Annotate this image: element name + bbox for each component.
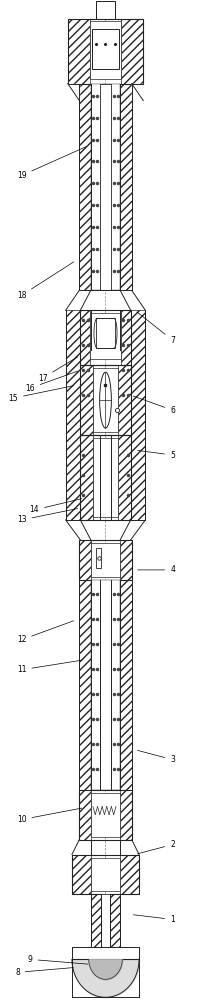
Bar xyxy=(80,310,131,365)
Text: 2: 2 xyxy=(138,840,175,854)
Text: 16: 16 xyxy=(25,371,78,393)
Bar xyxy=(91,793,120,837)
Bar xyxy=(91,858,120,891)
Bar xyxy=(68,19,143,84)
Bar xyxy=(72,855,91,894)
Bar xyxy=(120,947,139,969)
Bar xyxy=(90,313,121,359)
Text: 17: 17 xyxy=(38,357,78,383)
Bar xyxy=(79,540,91,580)
Bar xyxy=(120,855,139,894)
Bar xyxy=(118,435,131,520)
Bar xyxy=(72,855,139,894)
Text: 1: 1 xyxy=(133,915,175,924)
Text: 13: 13 xyxy=(17,509,78,524)
Text: 10: 10 xyxy=(17,808,82,824)
Text: 4: 4 xyxy=(138,565,175,574)
Polygon shape xyxy=(132,84,143,101)
Bar xyxy=(96,1,115,19)
Bar xyxy=(93,368,118,432)
Bar xyxy=(118,365,131,435)
Text: 15: 15 xyxy=(8,386,73,403)
Bar xyxy=(100,84,111,290)
Bar xyxy=(80,435,131,520)
Bar xyxy=(80,310,90,365)
Bar xyxy=(79,580,91,790)
Bar xyxy=(110,1,115,19)
Polygon shape xyxy=(72,947,139,959)
Bar xyxy=(96,1,101,19)
Bar xyxy=(91,543,120,577)
Bar xyxy=(80,435,93,520)
Bar xyxy=(96,318,115,348)
Text: 12: 12 xyxy=(17,621,74,644)
Bar xyxy=(68,19,90,84)
Bar xyxy=(91,580,120,790)
Bar xyxy=(96,548,101,568)
Bar xyxy=(79,790,132,840)
Bar xyxy=(121,310,131,365)
Bar xyxy=(120,540,132,580)
Bar xyxy=(90,21,121,79)
Bar xyxy=(80,365,93,435)
Bar xyxy=(93,438,118,517)
Bar xyxy=(79,790,91,840)
Text: 7: 7 xyxy=(137,312,175,345)
Bar xyxy=(110,894,120,947)
Bar xyxy=(72,947,91,969)
Text: 9: 9 xyxy=(28,955,88,964)
Bar xyxy=(91,84,120,290)
Bar xyxy=(120,84,132,290)
Bar xyxy=(120,790,132,840)
Bar xyxy=(79,84,91,290)
Bar xyxy=(120,580,132,790)
Text: 5: 5 xyxy=(138,450,175,460)
Text: 6: 6 xyxy=(133,396,175,415)
Text: 8: 8 xyxy=(15,968,73,977)
Circle shape xyxy=(100,372,111,428)
Bar xyxy=(121,19,143,84)
Bar xyxy=(66,310,80,520)
Text: 18: 18 xyxy=(17,262,74,300)
Text: 11: 11 xyxy=(17,660,82,674)
Bar xyxy=(80,365,131,435)
Bar xyxy=(101,894,110,947)
Bar xyxy=(131,310,145,520)
Bar xyxy=(79,540,132,580)
Text: 19: 19 xyxy=(17,147,86,180)
Bar xyxy=(92,29,119,69)
Text: 14: 14 xyxy=(29,499,82,514)
Polygon shape xyxy=(68,84,79,101)
Bar xyxy=(91,894,101,947)
Text: 3: 3 xyxy=(138,750,175,764)
